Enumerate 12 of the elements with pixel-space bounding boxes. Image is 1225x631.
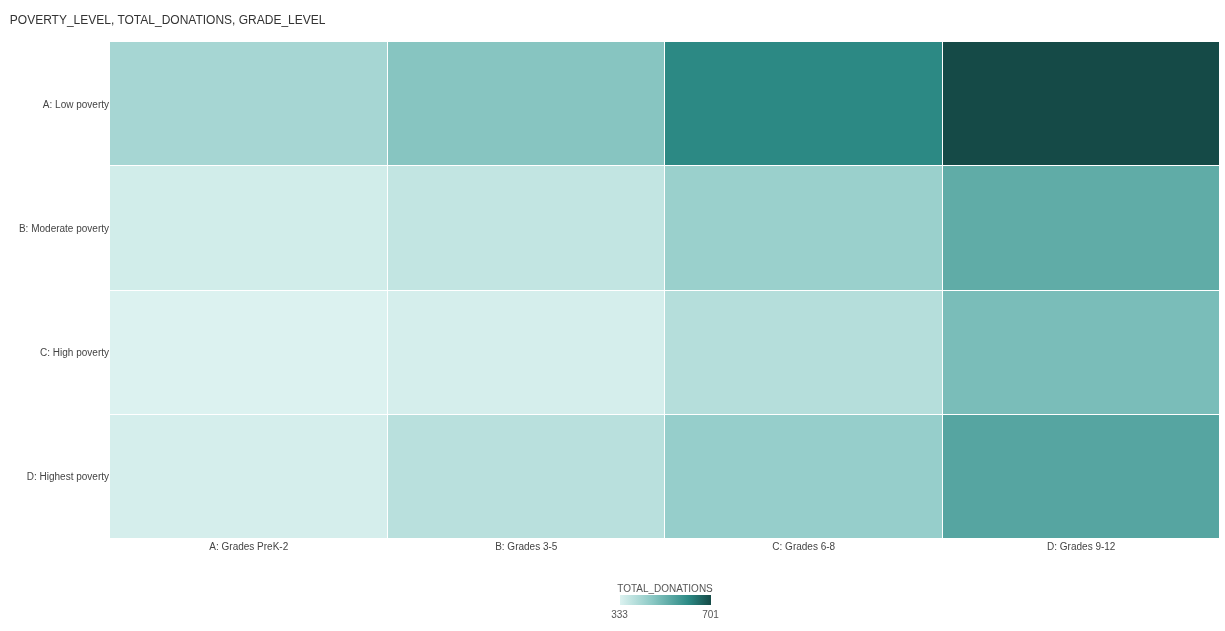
y-tick-label: D: Highest poverty [26,471,109,483]
chart-title: POVERTY_LEVEL, TOTAL_DONATIONS, GRADE_LEVEL [9,13,326,28]
y-tick-label: C: High poverty [40,347,109,359]
x-tick-label: A: Grades PreK-2 [209,541,289,552]
color-bar-label: 333 [611,608,629,620]
y-tick-label: B: Moderate poverty [18,222,109,234]
color-bar-title: TOTAL_DONATIONS [617,582,714,594]
y-tick-label: A: Low poverty [42,98,109,110]
x-tick-label: D: Grades 9-12 [1047,541,1116,552]
x-tick-label: C: Grades 6-8 [772,541,836,552]
x-tick-label: B: Grades 3-5 [495,541,558,552]
color-bar-label: 701 [702,608,720,620]
